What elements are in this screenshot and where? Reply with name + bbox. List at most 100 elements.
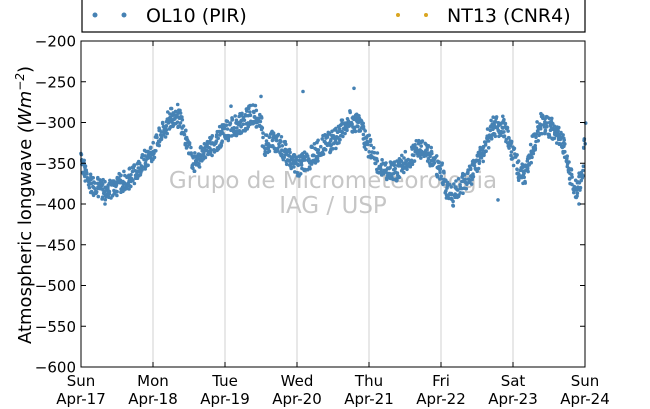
data-point xyxy=(187,141,192,145)
data-point xyxy=(222,123,226,127)
data-point xyxy=(345,128,349,133)
data-point xyxy=(287,147,292,152)
data-point xyxy=(334,146,338,151)
data-point xyxy=(552,136,557,140)
data-point xyxy=(515,153,519,157)
data-point xyxy=(165,131,169,136)
data-point xyxy=(274,138,278,142)
data-point xyxy=(464,187,469,191)
y-axis: −200 −250 −300 −350 −400 −450 −500 −550 −600 xyxy=(35,33,585,377)
data-point xyxy=(248,113,253,118)
data-point xyxy=(373,161,378,166)
data-point xyxy=(295,170,300,175)
data-point xyxy=(502,134,507,138)
data-point xyxy=(225,127,230,131)
data-point xyxy=(463,177,468,182)
data-point xyxy=(279,135,284,139)
data-point xyxy=(505,125,510,130)
data-point xyxy=(294,159,298,163)
data-point xyxy=(265,133,269,137)
data-point xyxy=(454,179,458,183)
x-tick-day: Fri xyxy=(432,372,450,390)
data-point xyxy=(296,163,301,168)
data-point xyxy=(157,143,161,148)
data-point xyxy=(248,110,252,114)
data-point xyxy=(341,134,345,139)
data-point xyxy=(98,178,102,182)
y-tick-label: −600 xyxy=(35,359,76,377)
data-point xyxy=(499,133,503,137)
data-point xyxy=(113,180,118,185)
data-point xyxy=(393,166,398,171)
data-point xyxy=(539,131,544,136)
data-point xyxy=(146,163,150,168)
data-point xyxy=(533,143,537,148)
data-point xyxy=(315,156,320,160)
data-point xyxy=(200,149,204,153)
data-point xyxy=(413,143,417,147)
data-point xyxy=(486,139,491,143)
data-point xyxy=(426,144,431,148)
data-point xyxy=(468,167,473,171)
data-point xyxy=(159,130,164,134)
data-point xyxy=(361,124,366,129)
data-point xyxy=(511,163,516,168)
data-point xyxy=(509,139,514,144)
x-tick-day: Mon xyxy=(137,372,169,390)
data-point xyxy=(254,108,259,113)
data-point xyxy=(100,182,105,186)
x-tick-day: Sat xyxy=(501,372,526,390)
data-point xyxy=(547,134,552,138)
data-point xyxy=(103,197,108,202)
data-point xyxy=(217,124,222,129)
y-tick-label: −400 xyxy=(35,196,76,214)
data-point xyxy=(361,132,366,137)
data-point xyxy=(368,137,373,142)
data-point xyxy=(428,154,432,158)
data-point xyxy=(284,162,289,167)
data-point xyxy=(88,172,93,177)
data-point xyxy=(220,140,224,145)
data-point xyxy=(235,126,239,130)
data-point xyxy=(528,142,533,147)
data-point xyxy=(469,182,474,186)
data-point xyxy=(203,155,208,160)
data-point xyxy=(83,164,88,168)
data-point xyxy=(160,121,165,126)
data-point xyxy=(545,121,549,125)
data-point xyxy=(181,124,186,128)
data-point xyxy=(434,154,439,158)
data-point xyxy=(503,121,508,126)
data-point xyxy=(253,103,258,108)
data-point xyxy=(103,185,108,190)
x-axis: SunApr-17MonApr-18TueApr-19WedApr-20ThuA… xyxy=(56,41,610,408)
data-point xyxy=(512,147,516,152)
data-point xyxy=(581,168,585,173)
data-point xyxy=(189,151,193,155)
data-point xyxy=(575,194,579,198)
data-point xyxy=(301,89,305,94)
data-point xyxy=(392,163,397,168)
data-point xyxy=(323,147,328,152)
data-point xyxy=(438,168,442,172)
data-point xyxy=(130,169,135,174)
data-point xyxy=(353,129,358,134)
data-point xyxy=(501,114,505,119)
data-point xyxy=(334,126,338,131)
legend-marker-ol10-left xyxy=(92,12,98,18)
y-tick-label: −200 xyxy=(35,33,76,51)
data-point xyxy=(241,122,245,126)
data-point xyxy=(419,144,424,148)
data-point xyxy=(369,143,373,148)
data-point xyxy=(572,184,577,189)
data-point xyxy=(267,149,271,153)
data-point xyxy=(579,178,583,183)
data-point xyxy=(547,116,551,121)
data-point xyxy=(133,169,138,173)
data-point xyxy=(522,171,526,175)
data-point xyxy=(252,110,256,115)
x-tick-label: Apr-23 xyxy=(488,390,538,408)
data-point xyxy=(556,128,560,133)
data-point xyxy=(481,145,486,150)
legend-marker-nt13-left xyxy=(396,13,400,17)
